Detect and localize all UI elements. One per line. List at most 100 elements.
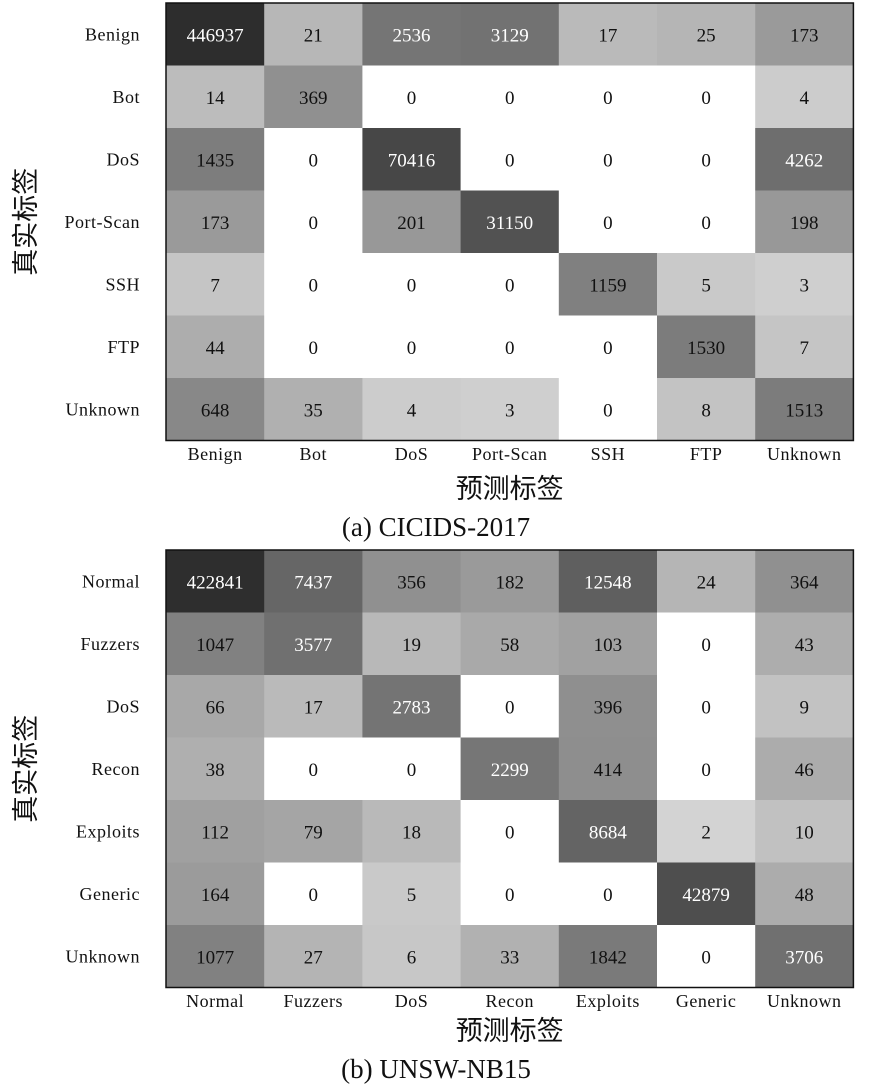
heatmap-cell: [166, 862, 265, 926]
heatmap-cell: [755, 550, 854, 613]
cell-value-label: 0: [309, 275, 319, 296]
cell-value-label: 173: [790, 25, 819, 46]
heatmap-cell: [166, 925, 265, 988]
heatmap-cell: [657, 800, 756, 863]
heatmap-cell: [166, 612, 265, 676]
heatmap-cell: [264, 800, 363, 863]
cell-value-label: 19: [402, 635, 421, 656]
y-tick-port-scan: Port-Scan: [65, 212, 141, 232]
cell-value-label: 17: [304, 697, 323, 718]
panel-caption: (b) UNSW-NB15: [341, 1054, 531, 1084]
cell-value-label: 2: [701, 822, 711, 843]
x-tick-unknown: Unknown: [767, 444, 842, 464]
cell-value-label: 356: [397, 572, 426, 593]
heatmap-cell: [755, 65, 854, 129]
cell-value-label: 0: [309, 338, 319, 359]
heatmap-cell: [460, 862, 560, 926]
cell-value-label: 0: [701, 88, 711, 109]
heatmap-cell: [264, 675, 363, 738]
x-tick-dos: DoS: [395, 444, 429, 464]
heatmap-cell: [264, 3, 363, 66]
heatmap-cell: [362, 378, 462, 441]
heatmap-cell: [166, 378, 265, 441]
cell-value-label: 10: [795, 822, 814, 843]
y-tick-generic: Generic: [80, 884, 140, 904]
heatmap-cell: [264, 128, 363, 191]
cell-value-label: 0: [701, 150, 711, 171]
cell-value-label: 112: [201, 822, 229, 843]
cell-value-label: 7437: [294, 572, 332, 593]
cell-value-label: 70416: [388, 150, 436, 171]
x-tick-ftp: FTP: [690, 444, 723, 464]
x-tick-ssh: SSH: [591, 444, 626, 464]
cell-value-label: 5: [407, 885, 417, 906]
cell-value-label: 4: [407, 400, 417, 421]
x-axis-title: 预测标签: [456, 1016, 564, 1047]
heatmap-cell: [558, 315, 658, 379]
cell-value-label: 201: [397, 213, 426, 234]
cell-value-label: 364: [790, 572, 819, 593]
heatmap-cell: [558, 253, 658, 316]
x-tick-fuzzers: Fuzzers: [284, 991, 343, 1011]
cell-value-label: 0: [603, 400, 613, 421]
cell-value-label: 5: [701, 275, 711, 296]
cell-value-label: 0: [701, 760, 711, 781]
cell-value-label: 446937: [187, 25, 244, 46]
heatmap-cell: [657, 65, 756, 129]
cell-value-label: 3: [505, 400, 515, 421]
heatmap-cell: [558, 550, 658, 613]
cell-value-label: 414: [594, 760, 623, 781]
heatmap-cell: [166, 737, 265, 801]
heatmap-cell: [755, 190, 854, 254]
cell-value-label: 198: [790, 213, 819, 234]
cell-value-label: 369: [299, 88, 328, 109]
y-tick-ssh: SSH: [105, 274, 140, 294]
cell-value-label: 0: [603, 213, 613, 234]
cell-value-label: 66: [206, 697, 225, 718]
cell-value-label: 1435: [196, 150, 234, 171]
y-tick-unknown: Unknown: [66, 946, 141, 966]
cell-value-label: 103: [594, 635, 623, 656]
cell-value-label: 0: [309, 885, 319, 906]
heatmap-cell: [362, 675, 462, 738]
heatmap-cell: [755, 128, 854, 191]
heatmap-cell: [264, 737, 363, 801]
cell-value-label: 0: [505, 822, 515, 843]
y-tick-unknown: Unknown: [66, 399, 141, 419]
cell-value-label: 79: [304, 822, 323, 843]
heatmap-cell: [558, 612, 658, 676]
heatmap-cell: [558, 65, 658, 129]
cell-value-label: 0: [309, 760, 319, 781]
heatmap-frame: [165, 549, 855, 989]
cell-value-label: 182: [495, 572, 524, 593]
y-tick-labels: Benign Bot DoS Port-Scan SSH FTP Unknown: [65, 24, 141, 419]
heatmap-cell: [460, 3, 560, 66]
x-tick-benign: Benign: [188, 444, 243, 464]
heatmap-cell: [362, 925, 462, 988]
cell-value-label: 0: [407, 760, 417, 781]
cell-value-label: 0: [505, 275, 515, 296]
cell-value-label: 0: [407, 88, 417, 109]
heatmap-cell: [166, 550, 265, 613]
cell-value-label: 3: [800, 275, 810, 296]
heatmap-cell: [755, 675, 854, 738]
heatmap-cell: [362, 3, 462, 66]
heatmap-cell: [755, 253, 854, 316]
heatmap-cell: [657, 253, 756, 316]
x-tick-labels: Normal Fuzzers DoS Recon Exploits Generic Unkn…: [186, 991, 841, 1011]
y-tick-bot: Bot: [112, 87, 140, 107]
cell-value-label: 2299: [491, 760, 529, 781]
heatmap-cell: [755, 862, 854, 926]
heatmap-cell: [755, 612, 854, 676]
cell-value-label: 1513: [785, 400, 823, 421]
heatmap-cell: [362, 128, 462, 191]
heatmap-cell: [166, 675, 265, 738]
heatmap-cell: [755, 378, 854, 441]
cell-value-label: 24: [697, 572, 717, 593]
cell-value-label: 8: [701, 400, 711, 421]
cell-value-label: 1530: [687, 338, 725, 359]
heatmap-cell: [558, 925, 658, 988]
heatmap-cell: [362, 737, 462, 801]
